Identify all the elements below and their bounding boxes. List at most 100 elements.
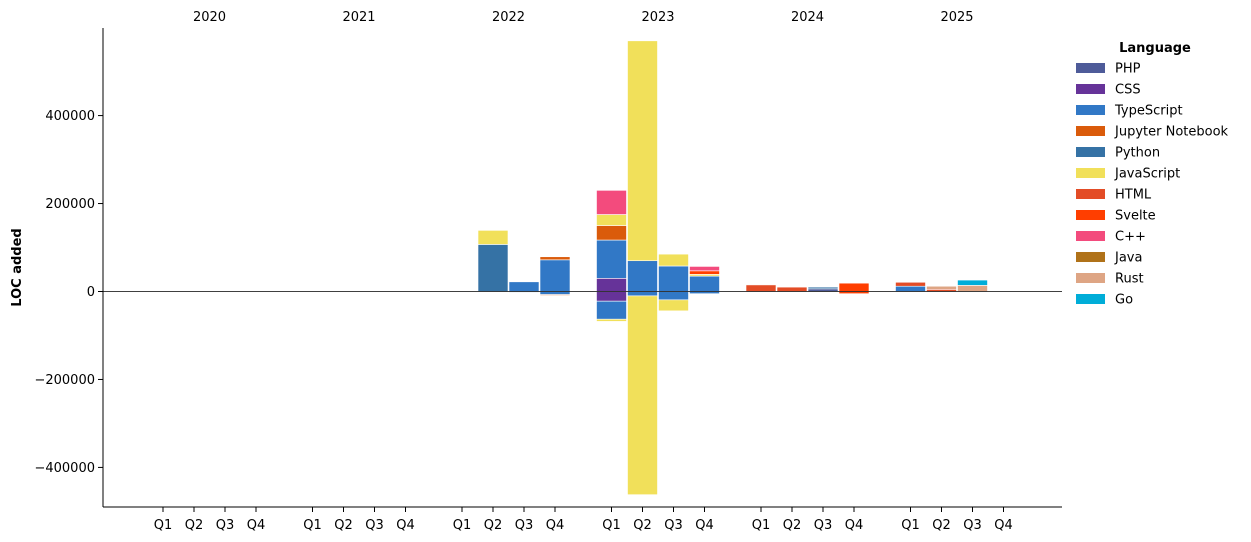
axes: −400000 −200000 0 200000 400000 LOC added Q1 Q2… bbox=[10, 10, 1062, 533]
year-label: 2024 bbox=[791, 10, 824, 25]
legend-swatch bbox=[1076, 168, 1105, 178]
bar-segment-2022-Q4-3 bbox=[539, 294, 571, 296]
bar-segment-2022-Q4-1 bbox=[539, 256, 571, 261]
legend-swatch bbox=[1076, 147, 1105, 157]
bar-segment-2024-Q4-0 bbox=[838, 282, 870, 292]
legend-label: TypeScript bbox=[1114, 104, 1183, 119]
x-tick-label: Q1 bbox=[453, 518, 472, 533]
x-tick-label: Q2 bbox=[484, 518, 503, 533]
bar-segment-2022-Q2-1 bbox=[477, 230, 509, 245]
x-tick-label: Q4 bbox=[695, 518, 714, 533]
x-tick-label: Q4 bbox=[396, 518, 415, 533]
bar-segment-2023-Q1-0 bbox=[596, 278, 627, 292]
bar-segment-2023-Q2-3 bbox=[627, 295, 658, 495]
y-tick-label: 400000 bbox=[45, 109, 95, 124]
legend: Language PHP CSS TypeScript Jupyter Notebook… bbox=[1076, 41, 1229, 308]
bar-segment-2025-Q3-0 bbox=[957, 285, 988, 292]
legend-label: CSS bbox=[1115, 83, 1141, 98]
plot-area bbox=[477, 40, 988, 495]
x-tick-label: Q3 bbox=[365, 518, 384, 533]
x-tick-label: Q1 bbox=[154, 518, 173, 533]
year-label: 2023 bbox=[641, 10, 674, 25]
bar-segment-2023-Q1-3 bbox=[596, 214, 627, 226]
bar-segment-2022-Q4-2 bbox=[539, 291, 571, 295]
bar-segment-2023-Q3-2 bbox=[658, 291, 689, 301]
year-label: 2021 bbox=[342, 10, 375, 25]
bar-segment-2024-Q2-0 bbox=[776, 286, 808, 292]
bar-segment-2023-Q1-4 bbox=[596, 190, 627, 215]
legend-label: Java bbox=[1114, 251, 1142, 266]
legend-label: JavaScript bbox=[1114, 167, 1180, 182]
bar-segment-2025-Q2-1 bbox=[926, 285, 957, 290]
x-tick-label: Q2 bbox=[783, 518, 802, 533]
y-tick-label: 200000 bbox=[45, 197, 95, 212]
legend-swatch bbox=[1076, 231, 1105, 241]
legend-swatch bbox=[1076, 63, 1105, 73]
legend-swatch bbox=[1076, 273, 1105, 283]
x-tick-label: Q1 bbox=[901, 518, 920, 533]
x-tick-label: Q4 bbox=[247, 518, 266, 533]
x-tick-label: Q3 bbox=[664, 518, 683, 533]
bar-segment-2025-Q1-0 bbox=[895, 285, 926, 292]
bar-segment-2023-Q4-0 bbox=[689, 275, 720, 292]
legend-label: PHP bbox=[1115, 62, 1141, 77]
legend-label: Go bbox=[1115, 293, 1133, 308]
bar-segment-2023-Q1-5 bbox=[596, 291, 627, 302]
y-tick-label: −400000 bbox=[34, 461, 95, 476]
legend-label: Svelte bbox=[1115, 209, 1156, 224]
bar-segment-2022-Q4-0 bbox=[539, 259, 571, 292]
bar-segment-2024-Q1-0 bbox=[745, 284, 777, 292]
legend-title: Language bbox=[1119, 41, 1191, 56]
legend-label: C++ bbox=[1115, 230, 1146, 245]
bar-segment-2025-Q1-1 bbox=[895, 281, 926, 287]
bar-segment-2023-Q3-1 bbox=[658, 253, 689, 267]
legend-swatch bbox=[1076, 189, 1105, 199]
x-tick-label: Q3 bbox=[216, 518, 235, 533]
x-tick-label: Q3 bbox=[515, 518, 534, 533]
x-tick-label: Q4 bbox=[845, 518, 864, 533]
x-tick-label: Q1 bbox=[752, 518, 771, 533]
legend-swatch bbox=[1076, 252, 1105, 262]
x-tick-label: Q1 bbox=[303, 518, 322, 533]
legend-label: Rust bbox=[1115, 272, 1144, 287]
x-tick-label: Q1 bbox=[602, 518, 621, 533]
bar-segment-2025-Q3-1 bbox=[957, 279, 988, 286]
x-tick-label: Q2 bbox=[932, 518, 951, 533]
bar-segment-2023-Q2-0 bbox=[627, 260, 658, 292]
x-tick-label: Q3 bbox=[814, 518, 833, 533]
x-tick-label: Q2 bbox=[334, 518, 353, 533]
bar-segment-2023-Q1-2 bbox=[596, 225, 627, 241]
y-axis-label: LOC added bbox=[10, 228, 25, 306]
bar-segment-2023-Q1-1 bbox=[596, 239, 627, 279]
bar-segment-2023-Q3-0 bbox=[658, 265, 689, 292]
year-label: 2025 bbox=[940, 10, 973, 25]
y-tick-label: −200000 bbox=[34, 373, 95, 388]
bar-segment-2024-Q3-1 bbox=[807, 286, 839, 290]
bar-segment-2023-Q1-6 bbox=[596, 300, 627, 320]
year-label: 2022 bbox=[492, 10, 525, 25]
legend-swatch bbox=[1076, 84, 1105, 94]
legend-swatch bbox=[1076, 210, 1105, 220]
bar-segment-2023-Q2-2 bbox=[627, 291, 658, 297]
x-tick-label: Q4 bbox=[546, 518, 565, 533]
legend-swatch bbox=[1076, 126, 1105, 136]
y-tick-label: 0 bbox=[87, 285, 95, 300]
bar-segment-2023-Q4-2 bbox=[689, 270, 720, 275]
legend-swatch bbox=[1076, 294, 1105, 304]
x-tick-label: Q3 bbox=[963, 518, 982, 533]
bar-segment-2023-Q2-1 bbox=[627, 40, 658, 262]
legend-swatch bbox=[1076, 105, 1105, 115]
bar-segment-2023-Q3-3 bbox=[658, 299, 689, 312]
bar-segment-2023-Q4-3 bbox=[689, 266, 720, 272]
year-label: 2020 bbox=[193, 10, 226, 25]
legend-label: Python bbox=[1115, 146, 1160, 161]
bar-segment-2022-Q2-0 bbox=[477, 244, 509, 292]
x-tick-label: Q2 bbox=[633, 518, 652, 533]
x-tick-label: Q2 bbox=[185, 518, 204, 533]
bar-segment-2022-Q3-0 bbox=[508, 281, 540, 292]
bar-segment-2023-Q1-7 bbox=[596, 318, 627, 322]
legend-label: Jupyter Notebook bbox=[1114, 125, 1229, 140]
legend-label: HTML bbox=[1115, 188, 1152, 203]
x-tick-label: Q4 bbox=[994, 518, 1013, 533]
